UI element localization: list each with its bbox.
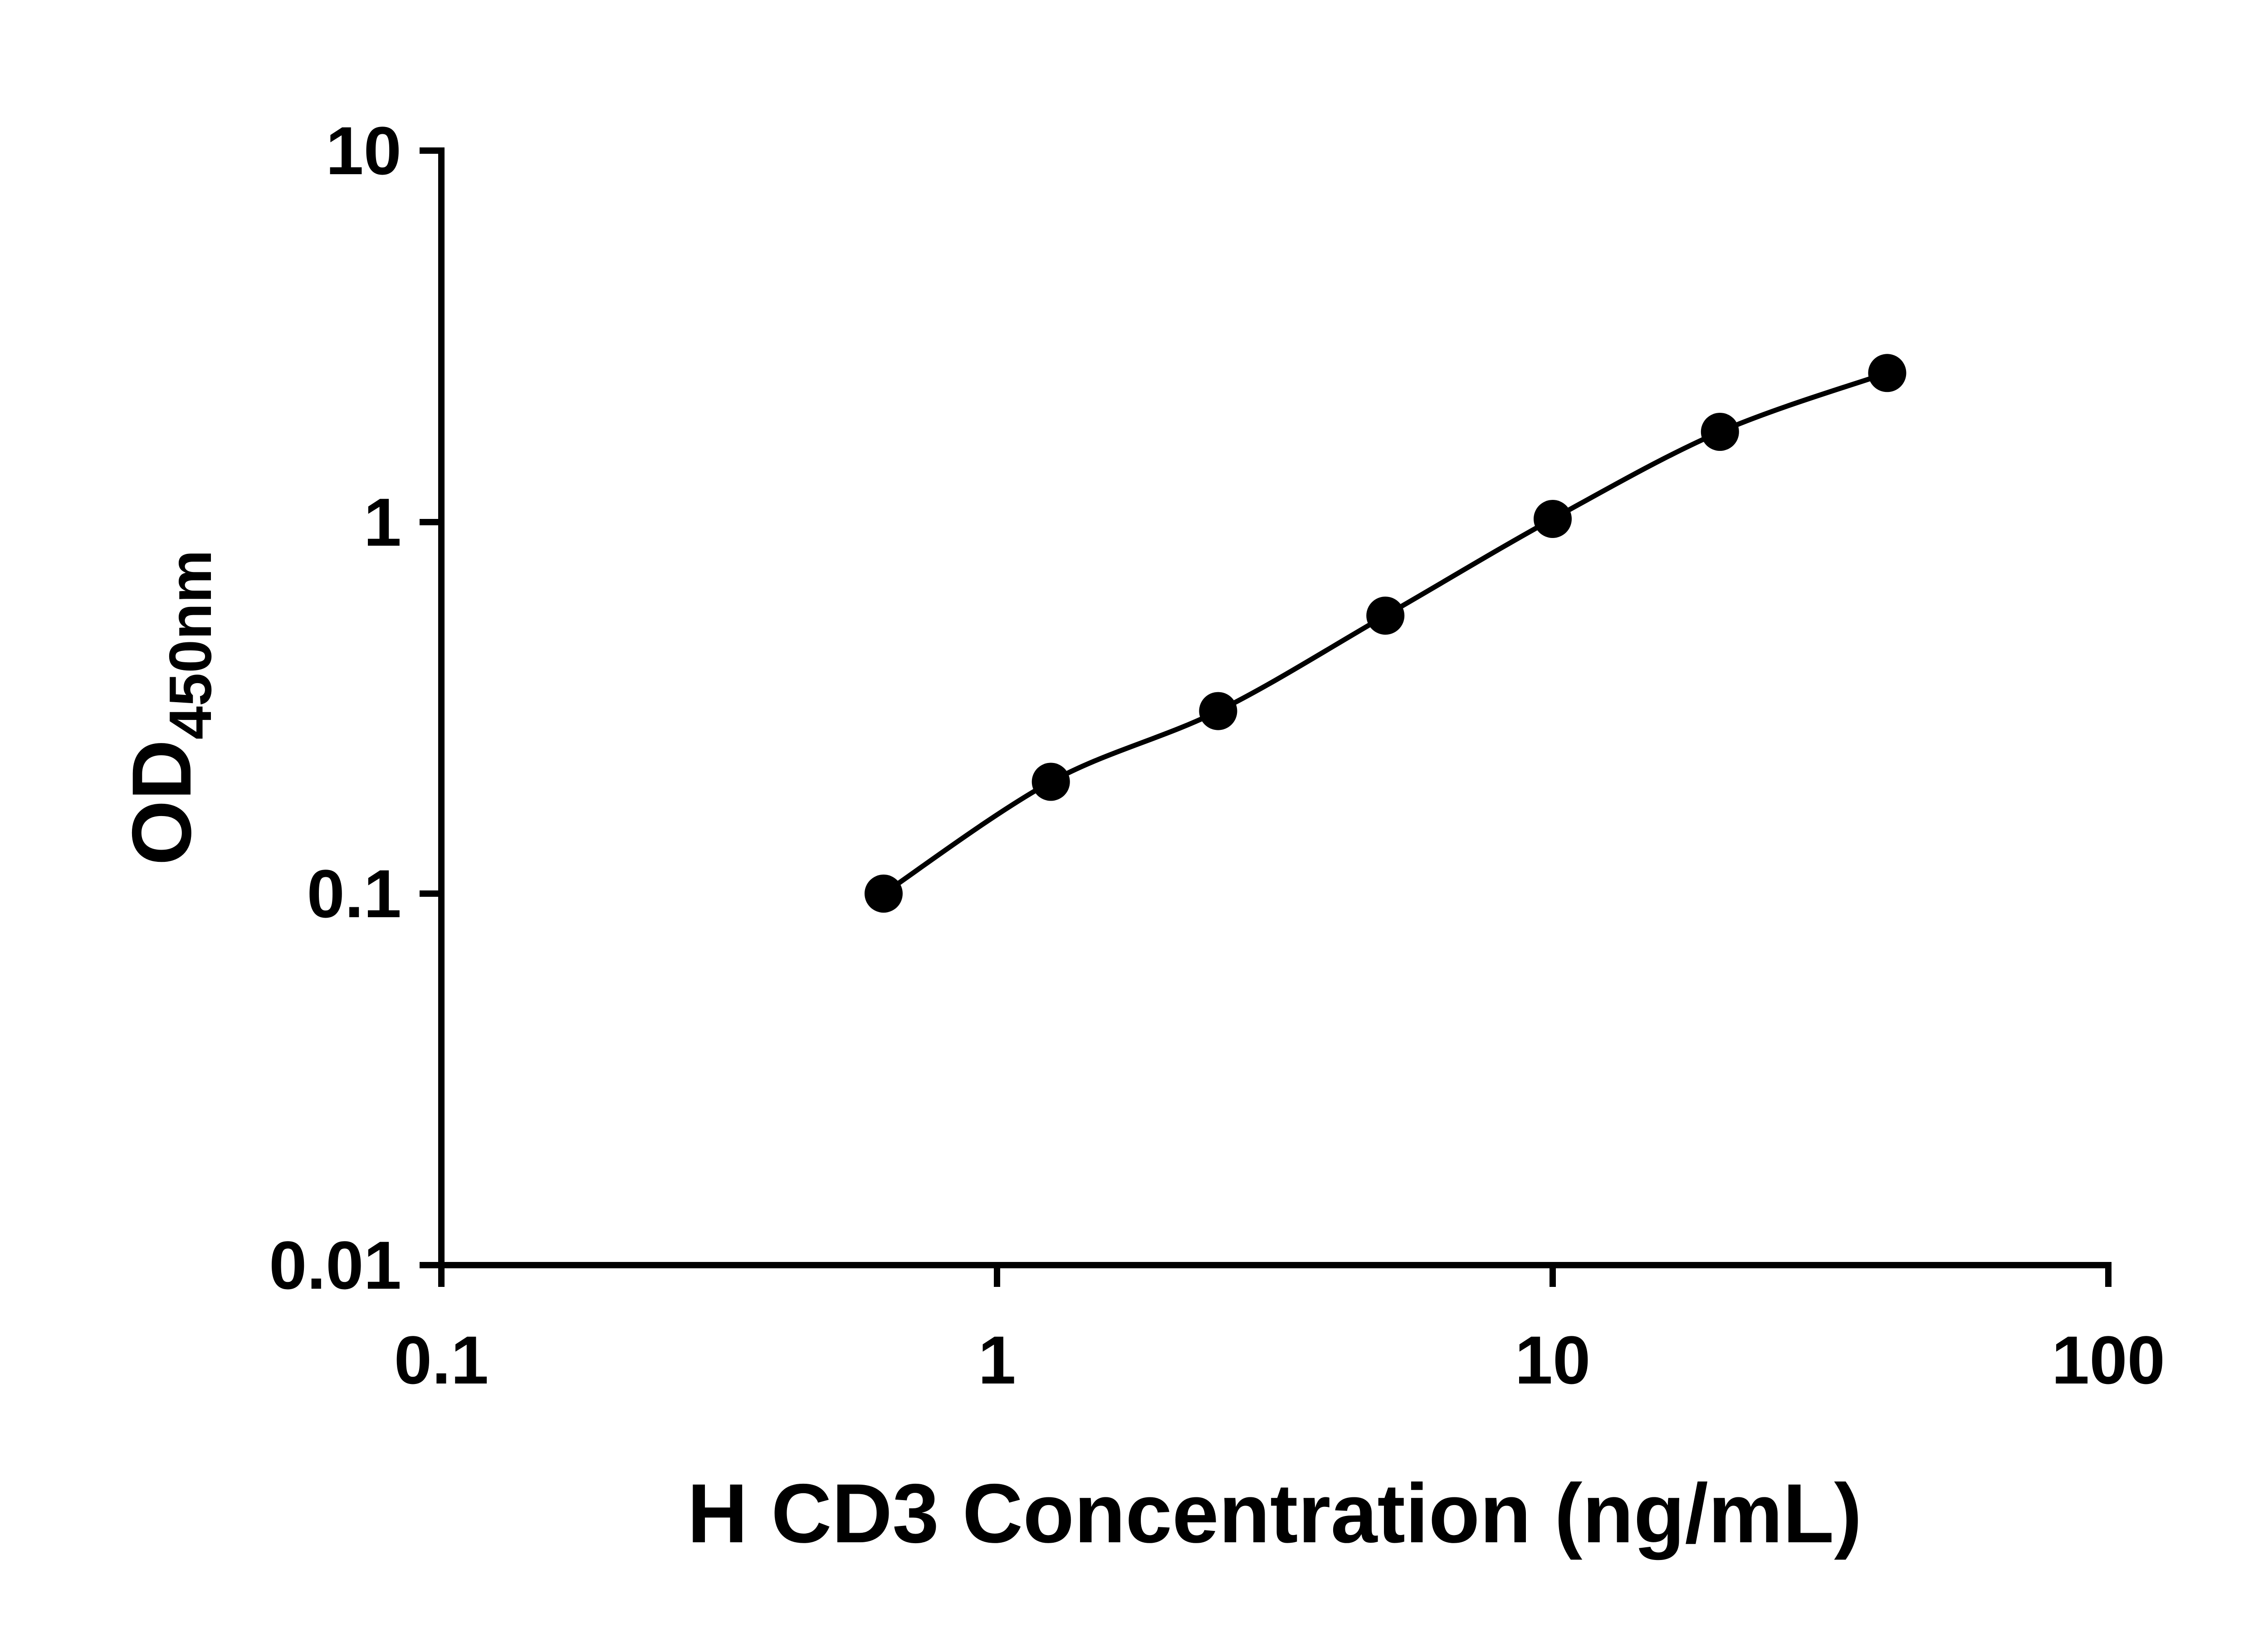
data-point bbox=[1701, 413, 1739, 451]
data-point bbox=[1534, 500, 1572, 538]
y-tick-label: 0.1 bbox=[307, 856, 401, 932]
x-axis-title: H CD3 Concentration (ng/mL) bbox=[687, 1467, 1862, 1560]
y-axis-title-main: OD bbox=[115, 739, 209, 865]
y-tick-label: 1 bbox=[364, 484, 401, 560]
data-point bbox=[865, 875, 903, 913]
data-point bbox=[1868, 354, 1906, 392]
y-tick-label: 10 bbox=[326, 112, 401, 189]
x-tick-label: 100 bbox=[2052, 1322, 2165, 1398]
y-axis-title-subscript: 450nm bbox=[157, 550, 224, 739]
x-tick-label: 0.1 bbox=[394, 1322, 489, 1398]
x-tick-label: 1 bbox=[978, 1322, 1016, 1398]
y-axis-title: OD450nm bbox=[115, 550, 224, 865]
axis-spine bbox=[438, 147, 2112, 1268]
data-point bbox=[1199, 692, 1237, 730]
x-tick-label: 10 bbox=[1515, 1322, 1591, 1398]
data-point bbox=[1366, 596, 1405, 635]
plot-layer: 0.1 1 10 100 0.01 0.1 1 10 bbox=[269, 112, 2165, 1398]
y-tick-label: 0.01 bbox=[269, 1227, 401, 1303]
data-point bbox=[1031, 763, 1070, 801]
